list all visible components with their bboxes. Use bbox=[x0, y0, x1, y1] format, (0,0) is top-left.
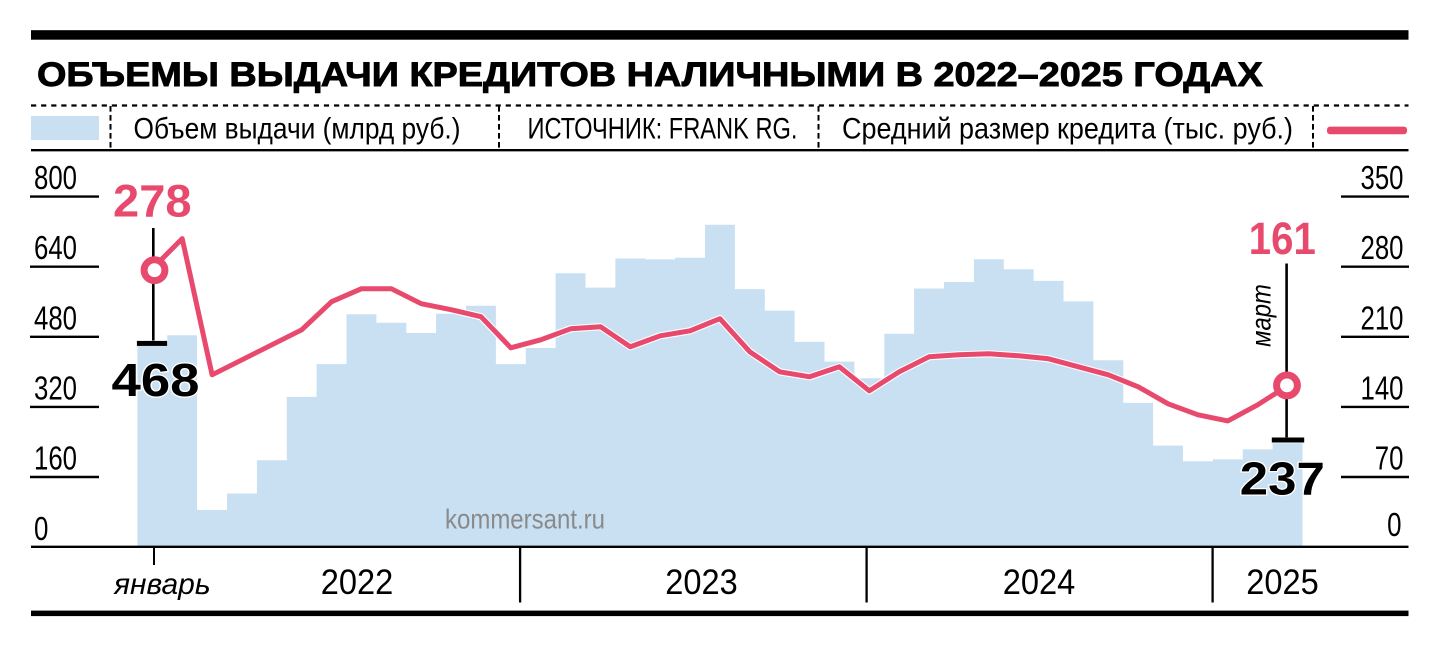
svg-text:2024: 2024 bbox=[1003, 562, 1076, 602]
svg-text:278: 278 bbox=[113, 176, 192, 227]
svg-text:2025: 2025 bbox=[1246, 562, 1319, 602]
svg-text:ОБЪЕМЫ ВЫДАЧИ КРЕДИТОВ НАЛИЧНЫ: ОБЪЕМЫ ВЫДАЧИ КРЕДИТОВ НАЛИЧНЫМИ В 2022–… bbox=[37, 56, 1263, 94]
svg-text:2023: 2023 bbox=[665, 562, 738, 602]
svg-text:70: 70 bbox=[1375, 441, 1404, 478]
svg-text:480: 480 bbox=[34, 300, 77, 337]
svg-text:январь: январь bbox=[113, 568, 211, 601]
svg-text:350: 350 bbox=[1361, 160, 1404, 197]
svg-text:140: 140 bbox=[1361, 370, 1404, 407]
svg-text:210: 210 bbox=[1361, 300, 1404, 337]
svg-text:Объем выдачи (млрд руб.): Объем выдачи (млрд руб.) bbox=[134, 112, 461, 145]
svg-text:280: 280 bbox=[1361, 230, 1404, 267]
svg-text:160: 160 bbox=[34, 441, 77, 478]
svg-text:Средний размер кредита (тыс. р: Средний размер кредита (тыс. руб.) bbox=[842, 112, 1293, 145]
svg-text:640: 640 bbox=[34, 230, 77, 267]
svg-text:468: 468 bbox=[112, 354, 200, 406]
svg-text:0: 0 bbox=[1387, 507, 1401, 544]
svg-text:161: 161 bbox=[1249, 213, 1316, 264]
svg-text:kommersant.ru: kommersant.ru bbox=[445, 504, 605, 535]
svg-text:800: 800 bbox=[34, 160, 77, 197]
svg-text:320: 320 bbox=[34, 370, 77, 407]
svg-text:ИСТОЧНИК: FRANK RG.: ИСТОЧНИК: FRANK RG. bbox=[528, 112, 798, 145]
svg-text:237: 237 bbox=[1240, 453, 1325, 505]
svg-text:0: 0 bbox=[34, 511, 48, 548]
svg-text:2022: 2022 bbox=[321, 562, 394, 602]
svg-text:март: март bbox=[1245, 284, 1276, 347]
